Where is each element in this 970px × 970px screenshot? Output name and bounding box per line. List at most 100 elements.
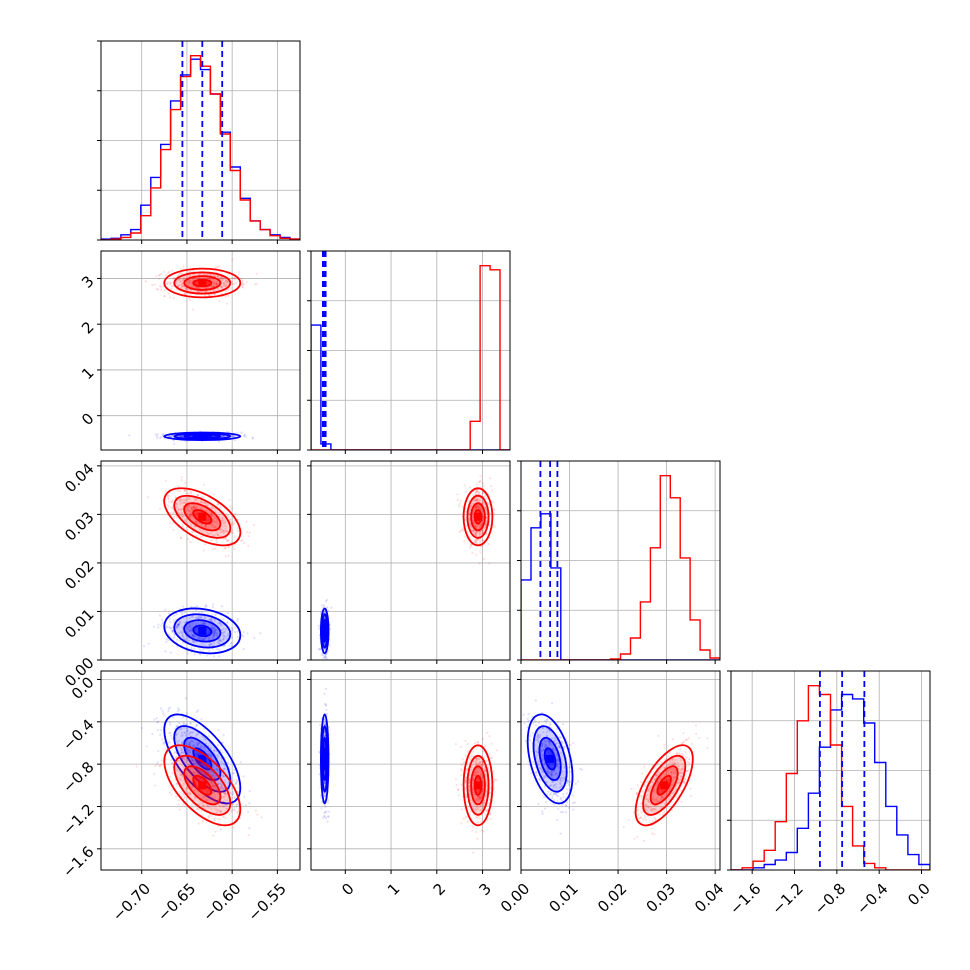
sample-point-red	[166, 504, 169, 507]
sample-point-blue	[158, 614, 162, 617]
sample-point-red	[478, 507, 482, 510]
sample-point-blue	[170, 626, 173, 630]
sample-point-blue	[243, 795, 246, 799]
sample-point-blue	[323, 811, 326, 815]
sample-point-blue	[181, 740, 184, 744]
sample-point-red	[215, 539, 218, 542]
sample-point-red	[216, 533, 219, 537]
sample-point-blue	[189, 623, 192, 626]
sample-point-blue	[210, 754, 213, 757]
sample-point-red	[201, 813, 204, 817]
sample-point-blue	[323, 642, 326, 645]
sample-point-blue	[183, 726, 186, 729]
sample-point-blue	[259, 632, 262, 635]
sample-point-red	[169, 753, 172, 756]
sample-point-red	[135, 765, 139, 768]
sample-point-red	[216, 503, 219, 506]
sample-point-red	[180, 515, 183, 519]
sample-point-red	[208, 510, 211, 514]
sample-point-red	[237, 786, 240, 789]
sample-point-blue	[220, 640, 223, 643]
sample-point-blue	[190, 625, 193, 628]
sample-point-red	[179, 772, 182, 776]
sample-point-blue	[226, 622, 229, 625]
sample-point-blue	[167, 707, 170, 711]
sample-point-blue	[178, 620, 181, 623]
sample-point-red	[220, 285, 223, 288]
sample-point-red	[191, 285, 194, 288]
sample-point-blue	[156, 761, 159, 764]
sample-point-blue	[189, 752, 192, 755]
histogram-blue	[311, 324, 510, 450]
sample-point-red	[156, 288, 160, 291]
sample-point-blue	[196, 636, 200, 639]
sample-point-blue	[175, 626, 178, 630]
sample-point-blue	[187, 627, 190, 630]
sample-point-red	[185, 773, 188, 776]
sample-point-red	[224, 546, 227, 550]
sample-point-red	[230, 808, 233, 812]
sample-point-blue	[181, 741, 184, 745]
sample-point-blue	[326, 598, 329, 601]
sample-point-red	[187, 489, 190, 492]
sample-point-red	[233, 535, 236, 538]
sample-point-blue	[182, 722, 185, 725]
sample-point-red	[219, 810, 222, 813]
sample-point-blue	[201, 797, 204, 800]
sample-point-red	[197, 762, 200, 765]
sample-point-red	[188, 504, 191, 507]
sample-point-red	[214, 830, 217, 833]
sample-point-blue	[222, 805, 225, 808]
sample-point-red	[182, 765, 185, 769]
sample-point-red	[471, 503, 475, 506]
sample-point-blue	[181, 613, 184, 616]
sample-point-red	[215, 761, 218, 764]
sample-point-red	[480, 522, 483, 525]
sample-point-red	[197, 760, 200, 763]
sample-point-red	[223, 530, 226, 533]
sample-point-red	[487, 763, 490, 766]
panel-2-1	[310, 460, 511, 661]
sample-point-blue	[205, 605, 208, 608]
sample-point-red	[245, 281, 248, 284]
sample-point-blue	[225, 627, 228, 631]
sample-point-blue	[325, 712, 328, 715]
sample-point-blue	[323, 655, 326, 658]
sample-point-red	[200, 535, 203, 538]
sample-point-blue	[207, 637, 210, 640]
sample-point-red	[478, 481, 482, 484]
sample-point-red	[184, 481, 187, 485]
sample-point-red	[197, 807, 200, 811]
sample-point-red	[209, 769, 212, 773]
sample-point-blue	[217, 729, 220, 732]
axis-frame	[100, 460, 301, 661]
density-peak-blue	[320, 626, 329, 635]
sample-point-blue	[213, 768, 216, 771]
sample-point-red	[482, 801, 485, 804]
sample-point-red	[223, 282, 226, 285]
sample-point-red	[180, 537, 183, 540]
sample-point-red	[178, 513, 181, 517]
sample-point-blue	[215, 631, 219, 635]
sample-point-red	[173, 276, 176, 279]
sample-point-blue	[194, 745, 197, 748]
sample-point-blue	[191, 759, 194, 762]
sample-point-blue	[191, 740, 194, 743]
sample-point-blue	[194, 623, 198, 626]
sample-point-blue	[231, 628, 234, 631]
sample-point-red	[475, 506, 478, 509]
sample-point-red	[476, 763, 479, 766]
sample-point-red	[219, 528, 222, 532]
sample-point-red	[172, 511, 175, 515]
sample-point-blue	[178, 721, 181, 725]
sample-point-red	[210, 524, 213, 527]
grid-lines	[101, 251, 300, 450]
axis-frame	[100, 670, 301, 871]
sample-point-blue	[242, 648, 245, 651]
sample-point-red	[210, 774, 213, 777]
sample-point-red	[200, 773, 203, 776]
sample-point-red	[177, 799, 180, 802]
sample-point-red	[256, 813, 259, 816]
sample-point-red	[184, 502, 187, 505]
sample-point-blue	[219, 782, 222, 785]
